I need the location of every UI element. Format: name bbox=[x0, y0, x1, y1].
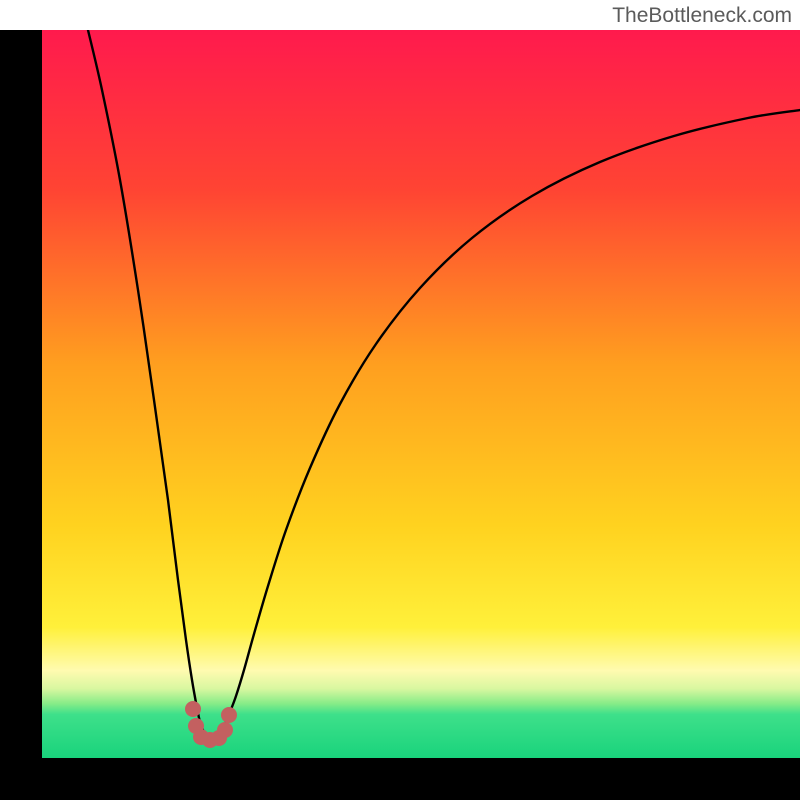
watermark-text: TheBottleneck.com bbox=[612, 4, 792, 28]
chart-root: { "canvas": { "width": 800, "height": 80… bbox=[0, 0, 800, 800]
gradient-background bbox=[42, 30, 800, 758]
frame-bottom bbox=[0, 758, 800, 800]
frame-left bbox=[0, 30, 42, 800]
plot-area bbox=[42, 30, 800, 758]
